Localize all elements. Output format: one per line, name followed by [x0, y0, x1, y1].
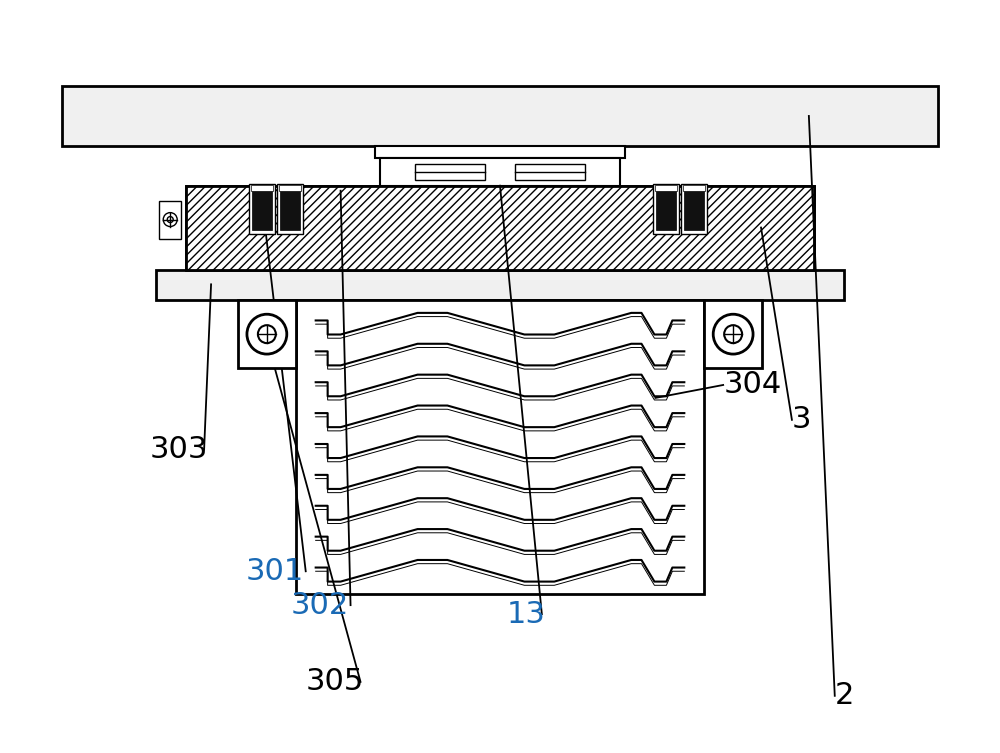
Bar [277, 184, 303, 233]
Bar [159, 200, 181, 239]
Text: 302: 302 [291, 590, 349, 620]
Text: 3: 3 [792, 405, 811, 434]
Bar [653, 184, 679, 233]
Bar [156, 270, 844, 300]
Bar [279, 184, 301, 191]
Bar [296, 300, 704, 594]
Bar [186, 186, 814, 270]
Bar [280, 187, 300, 230]
Bar [684, 187, 704, 230]
Bar [380, 158, 620, 186]
Bar [186, 186, 814, 270]
Bar [249, 184, 275, 233]
Bar [656, 187, 676, 230]
Bar [704, 300, 762, 368]
Bar [515, 164, 585, 180]
Bar [683, 184, 705, 191]
Bar [238, 300, 296, 368]
Text: 304: 304 [723, 370, 781, 400]
Text: 305: 305 [306, 667, 364, 697]
Bar [62, 86, 938, 146]
Bar [655, 184, 677, 191]
Bar [415, 164, 485, 180]
Bar [375, 146, 625, 158]
Text: 2: 2 [835, 681, 854, 710]
Bar [681, 184, 707, 233]
Text: 303: 303 [149, 435, 208, 465]
Text: 13: 13 [507, 599, 546, 629]
Bar [251, 184, 273, 191]
Bar [252, 187, 272, 230]
Text: 301: 301 [246, 556, 304, 586]
